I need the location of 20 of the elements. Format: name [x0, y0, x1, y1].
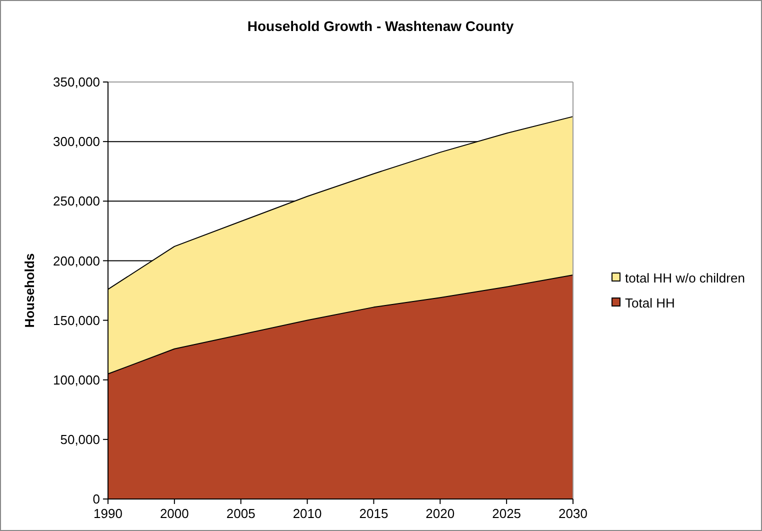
y-tick-label: 150,000	[53, 312, 100, 328]
x-tick-label: 2000	[160, 506, 189, 521]
y-tick-label: 200,000	[53, 253, 100, 268]
y-axis-title: Households	[22, 253, 37, 328]
x-tick-label: 1990	[94, 506, 122, 521]
x-tick-label: 2020	[426, 506, 455, 521]
y-tick-label: 250,000	[53, 194, 100, 209]
y-tick-label: 300,000	[53, 134, 100, 150]
x-tick-label: 2025	[492, 506, 522, 521]
legend-label: total HH w/o children	[625, 270, 745, 286]
y-tick-label: 50,000	[60, 432, 100, 447]
y-tick-label: 100,000	[53, 372, 100, 388]
chart-title: Household Growth - Washtenaw County	[247, 18, 514, 34]
x-tick-label: 2010	[292, 506, 322, 521]
x-tick-label: 2015	[359, 506, 388, 521]
y-tick-label: 0	[92, 492, 100, 507]
legend-label: Total HH	[625, 296, 675, 311]
x-tick-label: 2005	[226, 506, 256, 521]
x-tick-label: 2030	[558, 506, 588, 521]
y-tick-label: 350,000	[53, 74, 100, 90]
